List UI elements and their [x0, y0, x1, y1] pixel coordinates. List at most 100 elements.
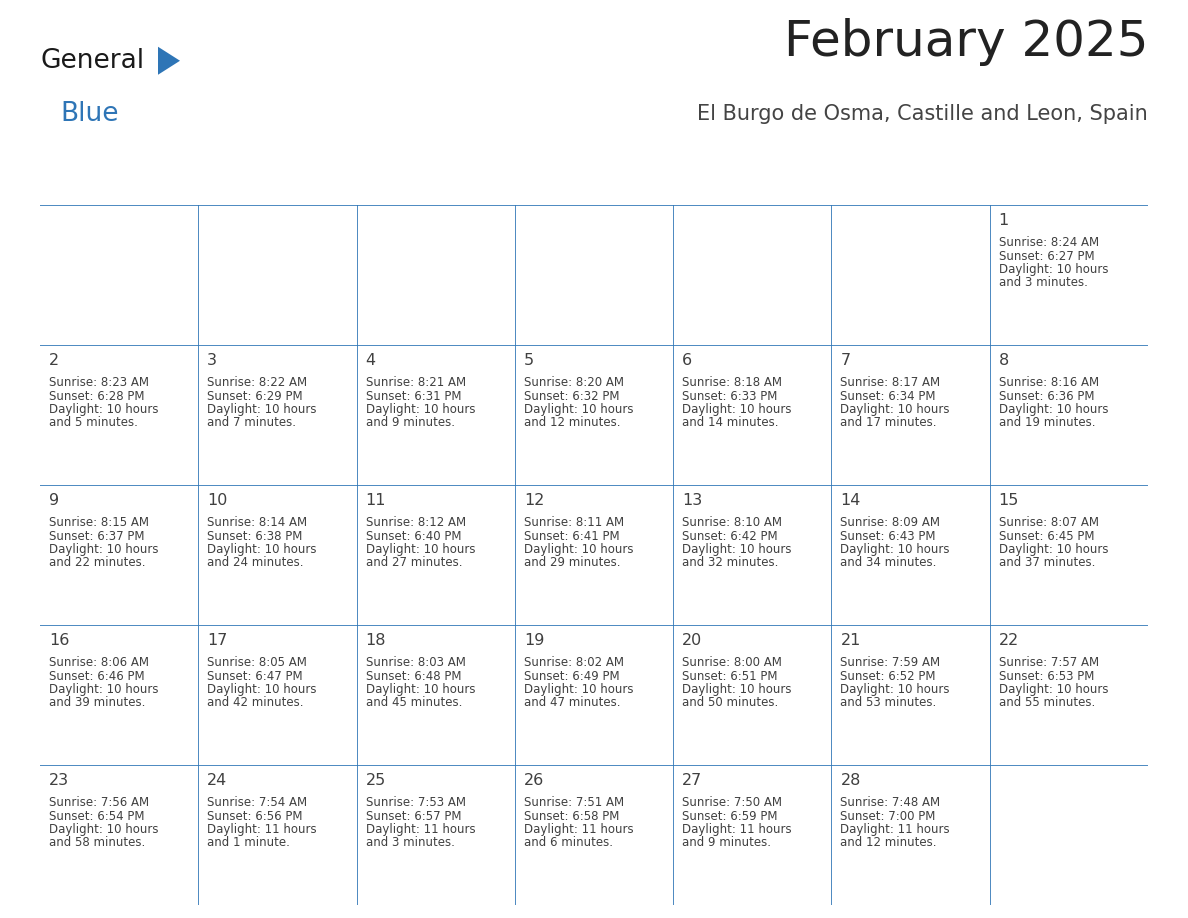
- Text: 28: 28: [840, 773, 861, 788]
- Text: Daylight: 10 hours: Daylight: 10 hours: [524, 403, 633, 416]
- Text: 26: 26: [524, 773, 544, 788]
- Text: Daylight: 10 hours: Daylight: 10 hours: [840, 683, 950, 696]
- Text: Sunrise: 8:15 AM: Sunrise: 8:15 AM: [49, 516, 148, 529]
- Text: Daylight: 10 hours: Daylight: 10 hours: [524, 543, 633, 556]
- Text: 2: 2: [49, 353, 59, 368]
- Text: and 12 minutes.: and 12 minutes.: [524, 417, 620, 430]
- Text: Daylight: 11 hours: Daylight: 11 hours: [682, 823, 791, 836]
- Text: Sunset: 6:58 PM: Sunset: 6:58 PM: [524, 810, 619, 823]
- Text: Wednesday: Wednesday: [526, 175, 614, 190]
- Text: Sunset: 6:37 PM: Sunset: 6:37 PM: [49, 530, 145, 543]
- Text: February 2025: February 2025: [784, 17, 1148, 66]
- Text: and 3 minutes.: and 3 minutes.: [999, 276, 1087, 289]
- Text: and 17 minutes.: and 17 minutes.: [840, 417, 937, 430]
- Text: Daylight: 11 hours: Daylight: 11 hours: [524, 823, 633, 836]
- Text: 1: 1: [999, 213, 1009, 228]
- Text: Daylight: 10 hours: Daylight: 10 hours: [207, 403, 317, 416]
- Text: 22: 22: [999, 633, 1019, 648]
- Text: 11: 11: [366, 493, 386, 508]
- Text: Sunrise: 7:53 AM: Sunrise: 7:53 AM: [366, 796, 466, 809]
- Text: and 19 minutes.: and 19 minutes.: [999, 417, 1095, 430]
- Text: Daylight: 11 hours: Daylight: 11 hours: [840, 823, 950, 836]
- Text: 7: 7: [840, 353, 851, 368]
- Text: Sunset: 6:27 PM: Sunset: 6:27 PM: [999, 250, 1094, 263]
- Text: Daylight: 11 hours: Daylight: 11 hours: [207, 823, 317, 836]
- Text: Sunrise: 8:11 AM: Sunrise: 8:11 AM: [524, 516, 624, 529]
- Text: Sunset: 6:31 PM: Sunset: 6:31 PM: [366, 389, 461, 402]
- Text: Sunrise: 7:56 AM: Sunrise: 7:56 AM: [49, 796, 150, 809]
- Text: Sunset: 6:29 PM: Sunset: 6:29 PM: [207, 389, 303, 402]
- Text: Sunday: Sunday: [51, 175, 108, 190]
- Text: General: General: [40, 48, 144, 73]
- Text: and 45 minutes.: and 45 minutes.: [366, 697, 462, 710]
- Text: Sunset: 6:46 PM: Sunset: 6:46 PM: [49, 669, 145, 682]
- Text: 21: 21: [840, 633, 861, 648]
- Polygon shape: [158, 47, 181, 74]
- Text: Saturday: Saturday: [1000, 175, 1070, 190]
- Text: Sunrise: 7:54 AM: Sunrise: 7:54 AM: [207, 796, 308, 809]
- Text: Sunrise: 8:23 AM: Sunrise: 8:23 AM: [49, 376, 148, 389]
- Text: and 27 minutes.: and 27 minutes.: [366, 556, 462, 569]
- Text: Sunrise: 8:14 AM: Sunrise: 8:14 AM: [207, 516, 308, 529]
- Text: Daylight: 10 hours: Daylight: 10 hours: [999, 543, 1108, 556]
- Text: 17: 17: [207, 633, 228, 648]
- Text: 27: 27: [682, 773, 702, 788]
- Text: 13: 13: [682, 493, 702, 508]
- Text: Sunrise: 8:10 AM: Sunrise: 8:10 AM: [682, 516, 782, 529]
- Text: 3: 3: [207, 353, 217, 368]
- Text: Daylight: 10 hours: Daylight: 10 hours: [682, 683, 791, 696]
- Text: Daylight: 10 hours: Daylight: 10 hours: [999, 403, 1108, 416]
- Text: Daylight: 10 hours: Daylight: 10 hours: [49, 403, 158, 416]
- Text: Sunrise: 8:20 AM: Sunrise: 8:20 AM: [524, 376, 624, 389]
- Text: Sunset: 6:32 PM: Sunset: 6:32 PM: [524, 389, 619, 402]
- Text: Sunrise: 8:24 AM: Sunrise: 8:24 AM: [999, 236, 1099, 249]
- Text: 18: 18: [366, 633, 386, 648]
- Text: 4: 4: [366, 353, 375, 368]
- Text: Sunset: 6:49 PM: Sunset: 6:49 PM: [524, 669, 619, 682]
- Text: Daylight: 10 hours: Daylight: 10 hours: [682, 543, 791, 556]
- Text: Sunrise: 8:05 AM: Sunrise: 8:05 AM: [207, 656, 308, 669]
- Text: and 6 minutes.: and 6 minutes.: [524, 836, 613, 849]
- Text: Daylight: 10 hours: Daylight: 10 hours: [524, 683, 633, 696]
- Text: Daylight: 10 hours: Daylight: 10 hours: [49, 823, 158, 836]
- Text: 16: 16: [49, 633, 69, 648]
- Text: Sunset: 6:52 PM: Sunset: 6:52 PM: [840, 669, 936, 682]
- Text: Sunrise: 7:59 AM: Sunrise: 7:59 AM: [840, 656, 941, 669]
- Text: Monday: Monday: [209, 175, 270, 190]
- Text: Daylight: 10 hours: Daylight: 10 hours: [207, 683, 317, 696]
- Text: and 9 minutes.: and 9 minutes.: [366, 417, 455, 430]
- Text: Daylight: 10 hours: Daylight: 10 hours: [207, 543, 317, 556]
- Text: 9: 9: [49, 493, 59, 508]
- Text: Sunset: 6:53 PM: Sunset: 6:53 PM: [999, 669, 1094, 682]
- Text: Sunrise: 8:22 AM: Sunrise: 8:22 AM: [207, 376, 308, 389]
- Text: Sunrise: 7:51 AM: Sunrise: 7:51 AM: [524, 796, 624, 809]
- Text: and 37 minutes.: and 37 minutes.: [999, 556, 1095, 569]
- Text: and 53 minutes.: and 53 minutes.: [840, 697, 936, 710]
- Text: Sunset: 6:51 PM: Sunset: 6:51 PM: [682, 669, 778, 682]
- Text: and 42 minutes.: and 42 minutes.: [207, 697, 304, 710]
- Text: Sunset: 6:59 PM: Sunset: 6:59 PM: [682, 810, 778, 823]
- Text: Sunrise: 8:06 AM: Sunrise: 8:06 AM: [49, 656, 148, 669]
- Text: 15: 15: [999, 493, 1019, 508]
- Text: and 12 minutes.: and 12 minutes.: [840, 836, 937, 849]
- Text: Sunset: 6:54 PM: Sunset: 6:54 PM: [49, 810, 145, 823]
- Text: 10: 10: [207, 493, 228, 508]
- Text: Sunset: 6:34 PM: Sunset: 6:34 PM: [840, 389, 936, 402]
- Text: Sunrise: 8:21 AM: Sunrise: 8:21 AM: [366, 376, 466, 389]
- Text: Daylight: 10 hours: Daylight: 10 hours: [366, 543, 475, 556]
- Text: and 55 minutes.: and 55 minutes.: [999, 697, 1095, 710]
- Text: and 50 minutes.: and 50 minutes.: [682, 697, 778, 710]
- Text: Sunrise: 7:50 AM: Sunrise: 7:50 AM: [682, 796, 782, 809]
- Text: Daylight: 10 hours: Daylight: 10 hours: [49, 683, 158, 696]
- Text: Sunset: 6:38 PM: Sunset: 6:38 PM: [207, 530, 303, 543]
- Text: 23: 23: [49, 773, 69, 788]
- Text: 25: 25: [366, 773, 386, 788]
- Text: El Burgo de Osma, Castille and Leon, Spain: El Burgo de Osma, Castille and Leon, Spa…: [697, 105, 1148, 125]
- Text: Daylight: 10 hours: Daylight: 10 hours: [49, 543, 158, 556]
- Text: Tuesday: Tuesday: [367, 175, 430, 190]
- Text: Sunset: 6:33 PM: Sunset: 6:33 PM: [682, 389, 777, 402]
- Text: Sunset: 6:47 PM: Sunset: 6:47 PM: [207, 669, 303, 682]
- Text: Blue: Blue: [61, 101, 119, 128]
- Text: Sunset: 6:28 PM: Sunset: 6:28 PM: [49, 389, 145, 402]
- Text: and 29 minutes.: and 29 minutes.: [524, 556, 620, 569]
